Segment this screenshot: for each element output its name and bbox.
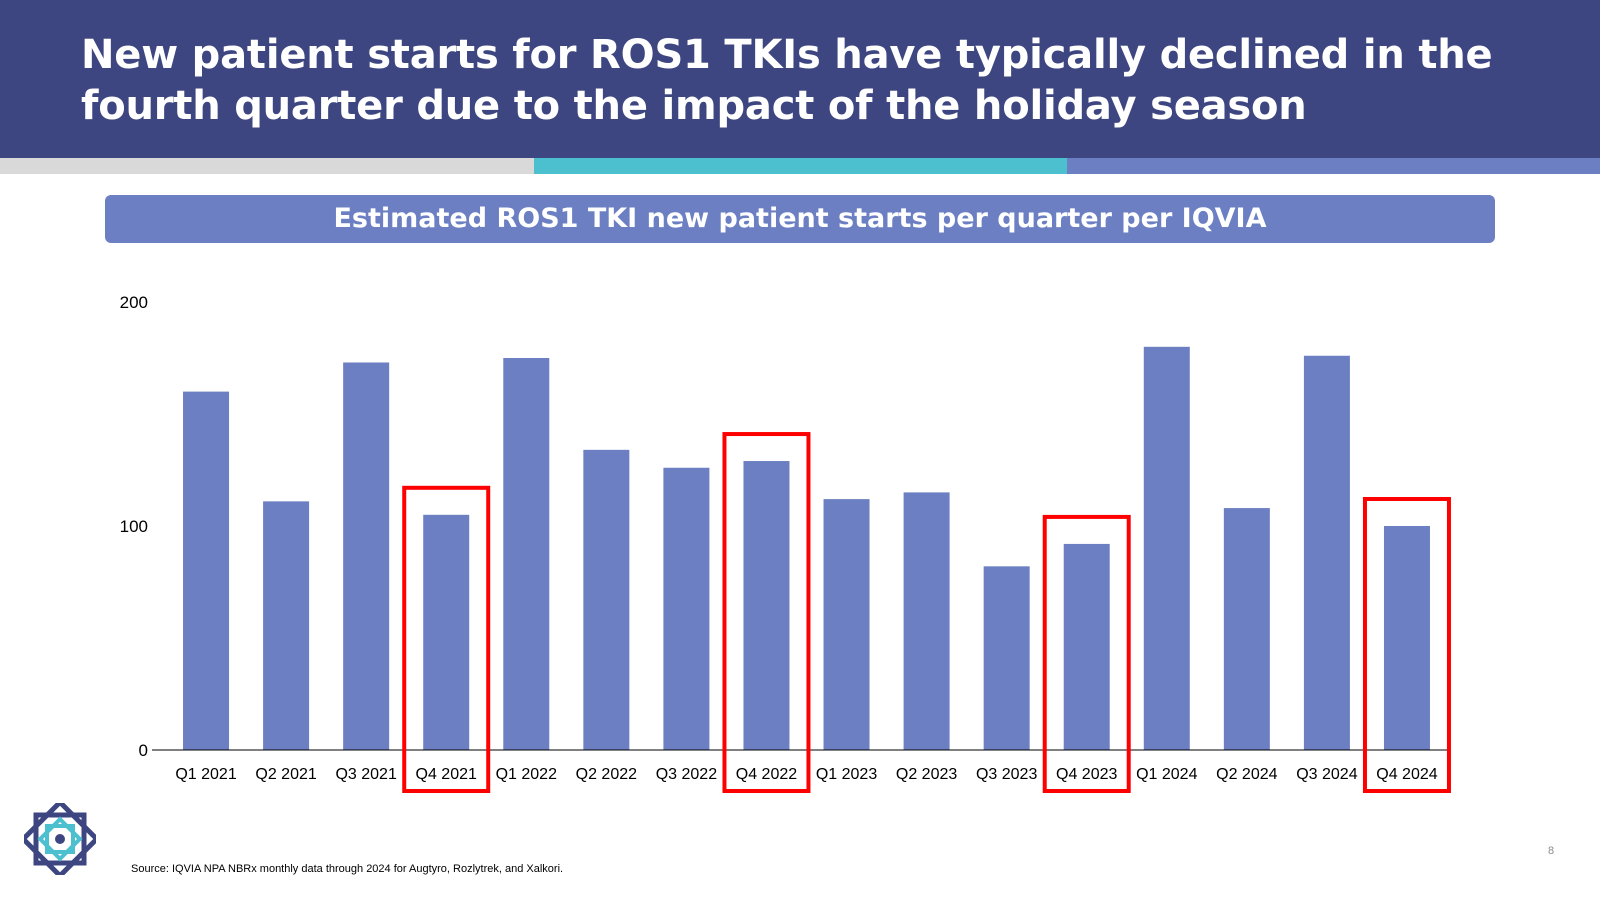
- source-note: Source: IQVIA NPA NBRx monthly data thro…: [131, 863, 564, 875]
- x-axis: Q1 2021 Q2 2021 Q3 2021 Q4 2021 Q1 2022 Q2 20…: [175, 766, 1437, 783]
- x-tick-label: Q3 2024: [1296, 766, 1357, 783]
- bar: [983, 566, 1030, 750]
- bar: [423, 514, 470, 750]
- x-tick-label: Q4 2024: [1376, 766, 1437, 783]
- bar: [743, 461, 790, 750]
- bar: [903, 492, 950, 750]
- x-tick-label: Q2 2023: [896, 766, 957, 783]
- bar: [1383, 526, 1430, 750]
- bar: [1303, 355, 1350, 750]
- x-tick-label: Q1 2022: [496, 766, 557, 783]
- bar: [1143, 346, 1190, 750]
- x-tick-label: Q4 2021: [416, 766, 477, 783]
- y-tick-label: 200: [120, 293, 148, 312]
- chart-title: Estimated ROS1 TKI new patient starts pe…: [105, 195, 1495, 243]
- accent-stripe-teal: [534, 158, 1067, 174]
- accent-stripe-gray: [0, 158, 534, 174]
- page-number: 8: [1548, 845, 1555, 857]
- y-tick-label: 100: [120, 517, 148, 536]
- x-tick-label: Q4 2023: [1056, 766, 1117, 783]
- bar: [663, 467, 710, 750]
- x-tick-label: Q3 2023: [976, 766, 1037, 783]
- page-title: New patient starts for ROS1 TKIs have ty…: [81, 32, 1493, 129]
- x-tick-label: Q1 2021: [175, 766, 236, 783]
- bar: [583, 449, 630, 750]
- x-tick-label: Q1 2023: [816, 766, 877, 783]
- bar: [1063, 543, 1110, 750]
- x-tick-label: Q1 2024: [1136, 766, 1197, 783]
- highlight-box: [1042, 514, 1131, 793]
- x-tick-label: Q2 2024: [1216, 766, 1277, 783]
- bar: [343, 362, 390, 750]
- highlight-boxes: [402, 432, 1451, 794]
- bar-series: [183, 346, 1430, 750]
- bar: [263, 501, 310, 750]
- x-tick-label: Q4 2022: [736, 766, 797, 783]
- highlight-box: [402, 485, 491, 794]
- x-tick-label: Q3 2021: [335, 766, 396, 783]
- highlight-box: [1362, 497, 1451, 793]
- x-tick-label: Q2 2021: [255, 766, 316, 783]
- bar: [183, 391, 230, 750]
- bar: [503, 358, 550, 750]
- x-tick-label: Q3 2022: [656, 766, 717, 783]
- company-logo-icon: [24, 803, 96, 875]
- bar: [823, 499, 870, 750]
- accent-stripe-blue: [1067, 158, 1600, 174]
- bar: [1223, 508, 1270, 750]
- header-banner: New patient starts for ROS1 TKIs have ty…: [0, 0, 1600, 158]
- highlight-box: [722, 432, 811, 793]
- y-tick-label: 0: [139, 741, 148, 760]
- y-axis: 0 100 200: [120, 293, 148, 760]
- x-tick-label: Q2 2022: [576, 766, 637, 783]
